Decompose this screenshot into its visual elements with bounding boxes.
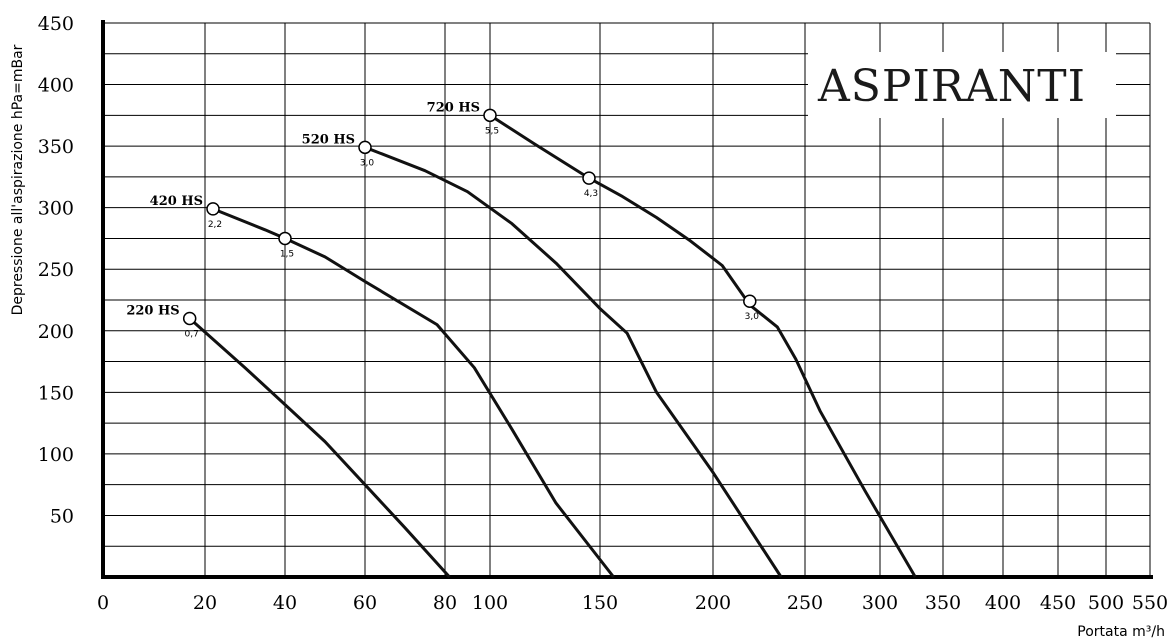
x-tick-label: 550	[1132, 592, 1168, 614]
x-tick-label: 450	[1040, 592, 1076, 614]
series-name-label: 720 HS	[427, 100, 480, 115]
data-point	[278, 231, 292, 246]
title-box: ASPIRANTI	[808, 52, 1116, 118]
data-point-label: 3,0	[360, 158, 375, 168]
data-point	[743, 294, 757, 308]
data-point-label: 3,0	[745, 312, 760, 322]
x-tick-labels: 0 20 40 60 80 100 150 200 250 300 350 400 450 500 550	[97, 592, 1168, 614]
series-line	[188, 317, 451, 579]
axes	[101, 20, 1153, 579]
data-point	[182, 311, 197, 326]
x-tick-label: 0	[97, 592, 109, 614]
x-tick-label: 300	[862, 592, 898, 614]
data-point	[358, 140, 372, 155]
series-line	[489, 114, 917, 578]
x-axis-label: Portata m³/h	[1077, 624, 1165, 640]
x-tick-label: 200	[695, 592, 731, 614]
y-tick-labels: 50 100 150 200 250 300 350 400 450	[38, 13, 74, 527]
y-tick-label: 350	[38, 136, 74, 158]
series-line	[364, 145, 783, 578]
y-tick-label: 400	[38, 75, 74, 97]
series-420-hs: 420 HS 2,2 1,5	[150, 194, 615, 578]
series-name-label: 520 HS	[302, 132, 355, 147]
x-tick-label: 500	[1088, 592, 1124, 614]
data-point-label: 2,2	[208, 220, 222, 230]
y-tick-label: 150	[38, 382, 74, 404]
series-name-label: 420 HS	[150, 194, 203, 209]
series-220-hs: 220 HS 0,7	[126, 303, 451, 579]
x-tick-label: 350	[925, 592, 961, 614]
y-tick-label: 300	[38, 198, 74, 220]
x-tick-label: 100	[472, 592, 508, 614]
data-point-label: 4,3	[584, 189, 598, 199]
data-point	[483, 108, 497, 123]
x-tick-label: 60	[353, 592, 377, 614]
y-tick-label: 250	[38, 259, 74, 281]
series-520-hs: 520 HS 3,0	[302, 132, 783, 578]
x-tick-label: 250	[787, 592, 823, 614]
x-tick-label: 150	[582, 592, 618, 614]
chart-title: ASPIRANTI	[817, 61, 1086, 112]
y-tick-label: 100	[38, 444, 74, 466]
y-axis-label: Depressione all'aspirazione hPa=mBar	[10, 44, 26, 315]
data-point	[206, 202, 220, 216]
series-name-label: 220 HS	[126, 303, 179, 318]
y-tick-label: 50	[50, 505, 74, 527]
series-720-hs: 720 HS 5,5 4,3 3,0	[427, 100, 917, 578]
data-point-label: 0,7	[185, 329, 199, 339]
data-point-label: 5,5	[485, 126, 499, 136]
series-line	[212, 207, 615, 578]
data-point	[582, 171, 596, 185]
y-tick-label: 450	[38, 13, 74, 35]
x-tick-label: 20	[193, 592, 217, 614]
x-tick-label: 400	[985, 592, 1021, 614]
x-tick-label: 80	[433, 592, 457, 614]
y-tick-label: 200	[38, 321, 74, 343]
series-curves: 220 HS 0,7 420 HS 2,2 1,5 520 HS 3,0 720 HS 5,5 4…	[126, 100, 917, 579]
data-point-label: 1,5	[280, 249, 294, 259]
x-tick-label: 40	[273, 592, 297, 614]
